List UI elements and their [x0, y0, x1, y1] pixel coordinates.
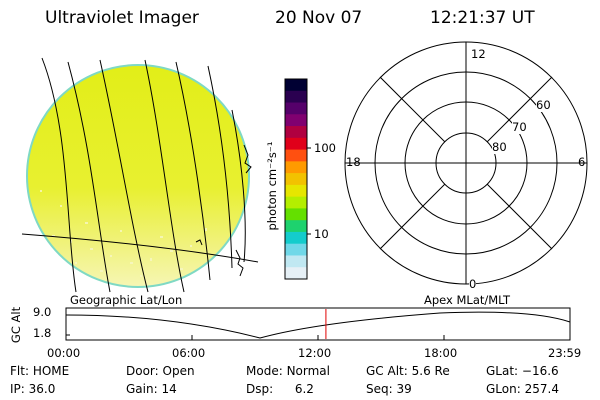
colorbar [284, 78, 311, 280]
status-glat-value: −16.6 [521, 364, 559, 378]
status-door: Door: Open [126, 364, 195, 378]
polar-ring-label-80: 80 [492, 140, 507, 154]
status-glon-value: 257.4 [524, 382, 559, 396]
colorbar-segment [285, 79, 307, 92]
date-label: 20 Nov 07 [275, 8, 363, 28]
altitude-curve [65, 311, 571, 339]
time-label: 12:21:37 UT [430, 8, 535, 28]
status-door-label: Door: [126, 364, 159, 378]
status-glon-label: GLon: [486, 382, 521, 396]
status-glat-label: GLat: [486, 364, 519, 378]
colorbar-segment [285, 173, 307, 186]
polar-diag-4 [379, 183, 446, 250]
timeline-ytick-bottom: 1.8 [33, 326, 52, 340]
timeline-xtick-2359: 23:59 [548, 346, 582, 360]
status-seq: Seq: 39 [366, 382, 412, 396]
status-dsp-label: Dsp: [246, 382, 274, 396]
status-flt-value: HOME [32, 364, 70, 378]
polar-diag-3 [486, 76, 553, 143]
timeline-left-caption: Geographic Lat/Lon [70, 293, 183, 307]
polar-plot [344, 41, 588, 285]
colorbar-segment [285, 102, 307, 115]
status-flt: Flt: HOME [10, 364, 69, 378]
polar-diag-1 [379, 76, 446, 143]
colorbar-segment [285, 161, 307, 174]
status-glat: GLat: −16.6 [486, 364, 559, 378]
timeline-plot [65, 307, 571, 341]
polar-ring-label-70: 70 [512, 120, 527, 134]
coastline-lines [195, 144, 252, 277]
status-glon: GLon: 257.4 [486, 382, 559, 396]
status-gain-label: Gain: [126, 382, 158, 396]
status-gcalt-value: 5.6 Re [411, 364, 450, 378]
status-ip: IP: 36.0 [10, 382, 55, 396]
status-dsp: Dsp: 6.2 [246, 382, 314, 396]
timeline-xtick-1200: 12:00 [298, 346, 332, 360]
colorbar-units-label: photon cm⁻²s⁻¹ [265, 141, 279, 231]
colorbar-segment [285, 137, 307, 151]
status-flt-label: Flt: [10, 364, 29, 378]
colorbar-segment [285, 196, 307, 209]
earth-image [21, 57, 259, 293]
colorbar-segment [285, 208, 307, 221]
colorbar-segment [285, 126, 307, 139]
colorbar-segment [285, 267, 307, 280]
earth-disc [26, 64, 250, 288]
colorbar-segment [285, 114, 307, 127]
colorbar-segment [285, 243, 307, 256]
colorbar-tick-100: 100 [314, 141, 336, 155]
colorbar-segment [285, 149, 307, 162]
timeline-axis-title: GC Alt [9, 306, 23, 344]
status-mode-value: Normal [286, 364, 330, 378]
timeline-xtick-1800: 18:00 [424, 346, 458, 360]
polar-diag-2 [486, 183, 553, 250]
status-gcalt-label: GC Alt: [366, 364, 408, 378]
status-seq-value: 39 [396, 382, 412, 396]
timeline-ytick-top: 9.0 [33, 305, 52, 319]
status-seq-label: Seq: [366, 382, 393, 396]
status-gain: Gain: 14 [126, 382, 177, 396]
polar-ring-label-60: 60 [536, 98, 551, 112]
colorbar-segment [285, 184, 307, 198]
polar-label-0: 0 [469, 277, 477, 291]
colorbar-segment [285, 231, 307, 245]
status-gain-value: 14 [161, 382, 177, 396]
graticule-lines [21, 57, 259, 293]
status-mode: Mode: Normal [246, 364, 330, 378]
timeline-xtick-0600: 06:00 [172, 346, 206, 360]
status-door-value: Open [162, 364, 195, 378]
status-gcalt: GC Alt: 5.6 Re [366, 364, 450, 378]
status-mode-label: Mode: [246, 364, 283, 378]
status-ip-label: IP: [10, 382, 25, 396]
timeline-right-caption: Apex MLat/MLT [424, 293, 511, 307]
instrument-title: Ultraviolet Imager [45, 8, 199, 28]
polar-label-18: 18 [346, 155, 361, 169]
colorbar-segment [285, 90, 307, 104]
colorbar-segment [285, 255, 307, 268]
timeline-xtick-0000: 00:00 [47, 346, 81, 360]
colorbar-segment [285, 220, 307, 233]
status-dsp-value: 6.2 [294, 382, 314, 396]
polar-label-6: 6 [578, 155, 586, 169]
colorbar-tick-10: 10 [314, 227, 329, 241]
status-ip-value: 36.0 [28, 382, 56, 396]
polar-label-12: 12 [471, 47, 486, 61]
